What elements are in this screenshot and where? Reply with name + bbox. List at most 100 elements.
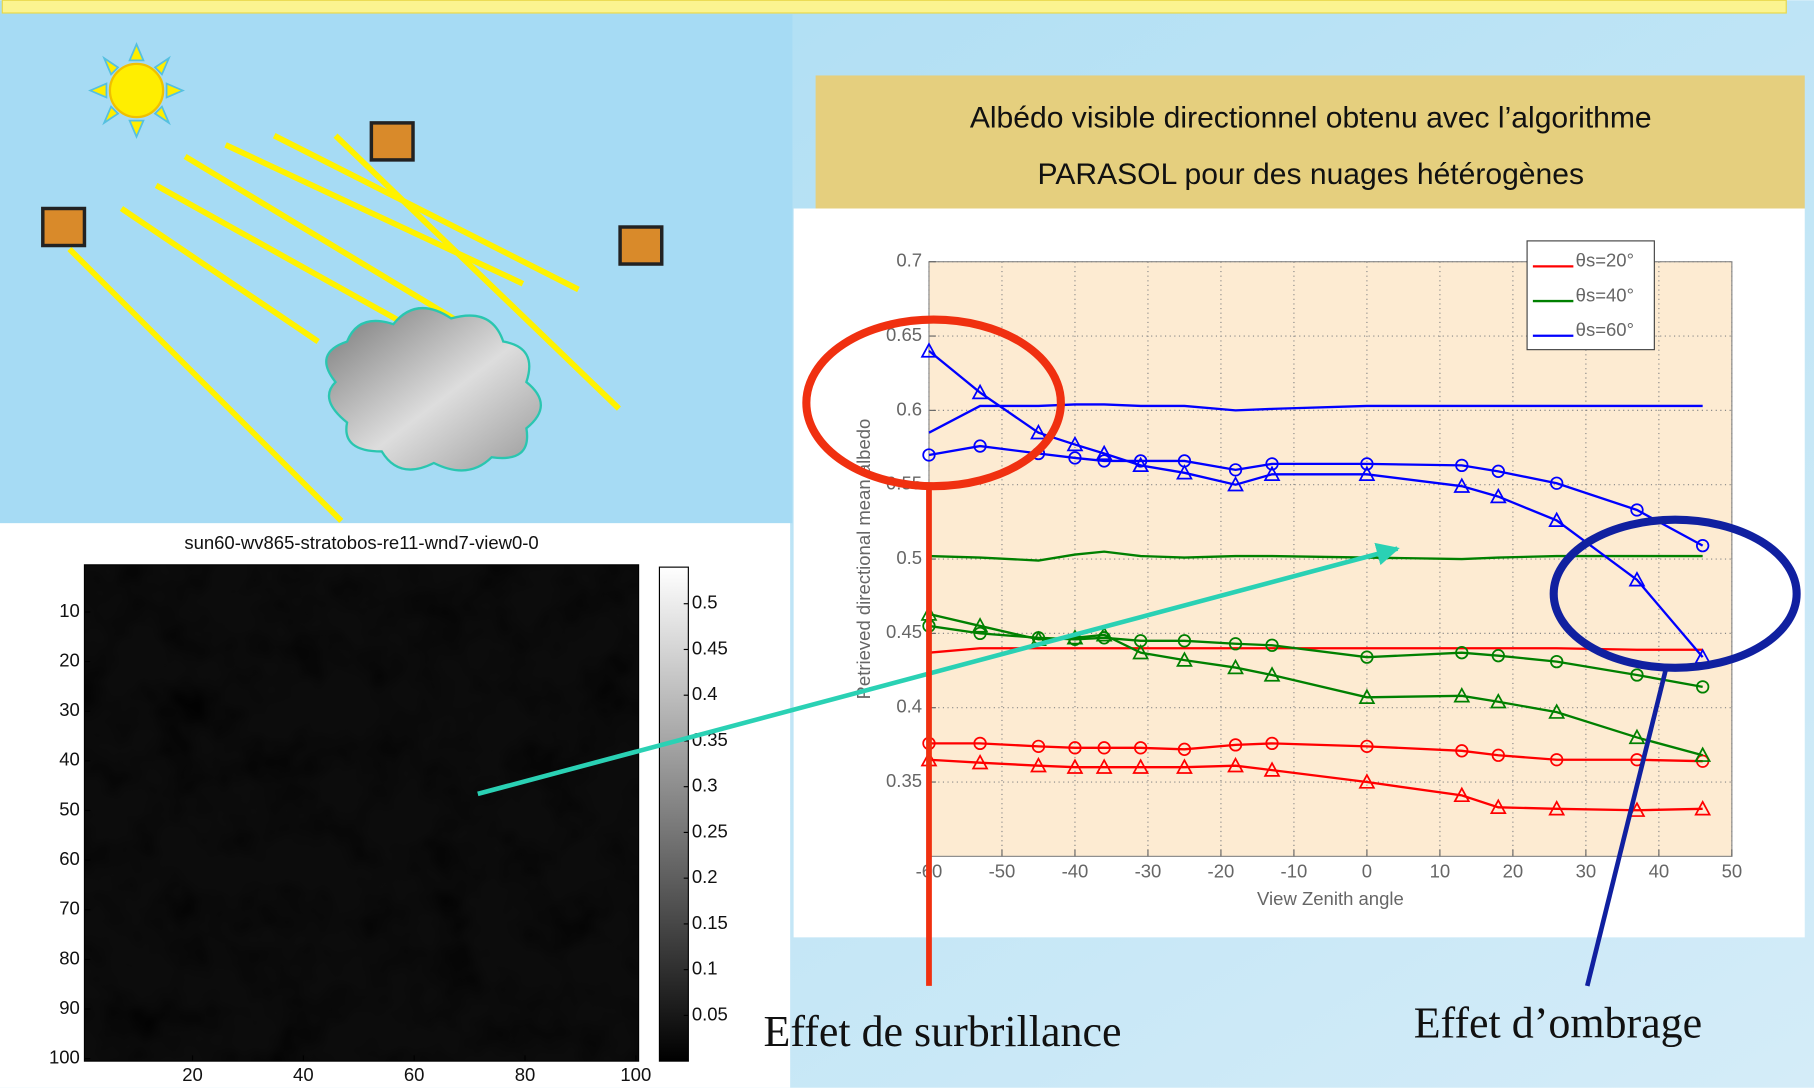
marker xyxy=(1628,728,1646,745)
marker xyxy=(1358,688,1376,704)
y-tick-label: 70 xyxy=(59,898,80,919)
image-texture xyxy=(84,564,639,1062)
satellites xyxy=(41,121,664,266)
x-tick-label: 100 xyxy=(620,1064,651,1085)
marker xyxy=(1263,666,1281,682)
marker xyxy=(1066,435,1084,452)
x-tick-label: 20 xyxy=(1503,860,1524,881)
marker xyxy=(1132,758,1150,774)
y-tick-label: 0.65 xyxy=(886,324,922,345)
marker xyxy=(1228,463,1243,477)
x-tick-label: 10 xyxy=(1430,860,1451,881)
marker xyxy=(1227,658,1244,675)
marker xyxy=(1360,457,1374,471)
marker xyxy=(1548,800,1566,816)
y-tick-label: 40 xyxy=(59,749,80,770)
highlight-ellipse xyxy=(802,315,1065,491)
top-bar xyxy=(1,0,1787,14)
chart-title: Albédo visible directionnel obtenu avec … xyxy=(970,101,1652,134)
line-chart: 0.350.40.450.50.550.60.650.7-60-50-40-30… xyxy=(853,240,1742,909)
marker xyxy=(971,617,989,633)
highlight-ellipse xyxy=(1549,515,1801,672)
marker xyxy=(1176,651,1193,667)
marker xyxy=(1133,454,1148,468)
marker xyxy=(1132,456,1150,473)
marker xyxy=(1630,503,1644,517)
image-chart: sun60-wv865-stratobos-re11-wnd7-view0-0 2… xyxy=(49,532,728,1085)
y-tick-label: 50 xyxy=(59,798,80,819)
marker xyxy=(1265,457,1279,471)
marker xyxy=(1489,487,1507,504)
x-tick-label: 0 xyxy=(1362,860,1372,881)
y-axis-label: Retrieved directional mean albedo xyxy=(853,419,874,700)
series-line xyxy=(928,742,1703,763)
marker xyxy=(1491,649,1505,663)
x-tick-label: -10 xyxy=(1281,860,1308,881)
series-line xyxy=(928,758,1703,812)
marker xyxy=(1031,739,1046,754)
x-tick-label: -50 xyxy=(989,860,1016,881)
y-tick-label: 30 xyxy=(59,699,80,720)
y-tick-label: 10 xyxy=(59,600,80,621)
marker xyxy=(1548,703,1566,719)
marker xyxy=(1696,539,1710,553)
marker xyxy=(973,626,987,641)
marker xyxy=(1030,756,1047,773)
marker xyxy=(1358,773,1376,789)
colorbar-tick-label: 0.05 xyxy=(692,1003,728,1024)
marker xyxy=(1550,476,1564,490)
marker xyxy=(1228,738,1243,752)
annotations: Effet de surbrillance Effet d’ombrage xyxy=(477,315,1801,1056)
marker xyxy=(1265,736,1279,751)
y-tick-label: 0.7 xyxy=(896,250,922,271)
y-tick-label: 0.4 xyxy=(896,696,922,717)
marker xyxy=(1360,739,1374,754)
colorbar-tick-label: 0.3 xyxy=(692,775,718,796)
legend-label: θs=60° xyxy=(1576,319,1634,340)
marker xyxy=(1630,668,1644,682)
marker xyxy=(1176,464,1193,480)
marker xyxy=(1491,748,1505,762)
y-tick-label: 0.45 xyxy=(886,621,922,642)
marker xyxy=(1453,687,1471,703)
x-tick-label: 80 xyxy=(515,1064,536,1085)
x-tick-label: 20 xyxy=(182,1064,203,1085)
marker xyxy=(1550,753,1564,767)
marker xyxy=(971,383,989,400)
y-tick-label: 60 xyxy=(59,848,80,869)
marker xyxy=(922,448,936,462)
y-tick-label: 20 xyxy=(59,649,80,670)
marker xyxy=(1628,571,1646,587)
image-frame xyxy=(83,564,640,1062)
x-tick-label: 60 xyxy=(404,1064,425,1085)
title-box xyxy=(815,75,1805,209)
marker xyxy=(1095,758,1113,774)
marker xyxy=(1491,464,1505,478)
cloud xyxy=(325,306,542,472)
marker xyxy=(920,342,938,358)
marker xyxy=(1095,626,1113,642)
marker xyxy=(1694,800,1712,816)
y-tick-label: 80 xyxy=(59,947,80,968)
marker xyxy=(1453,477,1471,493)
marker xyxy=(1489,798,1507,814)
marker xyxy=(1455,646,1469,660)
marker xyxy=(973,736,987,751)
colorbar-tick-label: 0.5 xyxy=(692,592,718,613)
marker xyxy=(1455,744,1469,758)
x-tick-label: 40 xyxy=(1649,860,1670,881)
marker xyxy=(1068,741,1082,755)
series-line xyxy=(928,444,1704,547)
y-tick-label: 100 xyxy=(49,1047,80,1068)
chart-title: PARASOL pour des nuages hétérogènes xyxy=(1038,158,1585,191)
colorbar-tick-label: 0.1 xyxy=(692,958,718,979)
marker xyxy=(1177,742,1192,756)
marker xyxy=(1550,654,1564,669)
pointer-line xyxy=(1585,668,1669,987)
marker xyxy=(1453,786,1471,803)
x-tick-label: -40 xyxy=(1062,860,1089,881)
sun xyxy=(88,42,185,139)
marker xyxy=(1489,692,1507,709)
marker xyxy=(1097,454,1111,468)
